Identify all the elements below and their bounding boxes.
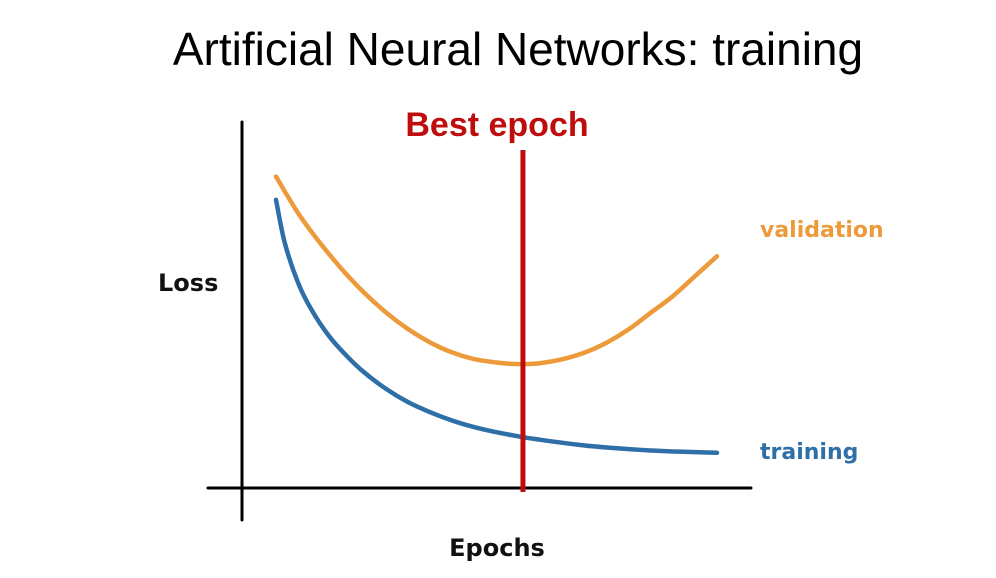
x-axis-label: Epochs	[449, 534, 545, 562]
slide-title: Artificial Neural Networks: training	[172, 23, 864, 75]
best-epoch-label: Best epoch	[405, 106, 588, 144]
validation-legend-label: validation	[760, 218, 884, 243]
y-axis-label: Loss	[158, 269, 218, 297]
training-legend-label: training	[760, 440, 858, 465]
validation-curve	[273, 174, 720, 367]
training-curve	[273, 197, 720, 456]
